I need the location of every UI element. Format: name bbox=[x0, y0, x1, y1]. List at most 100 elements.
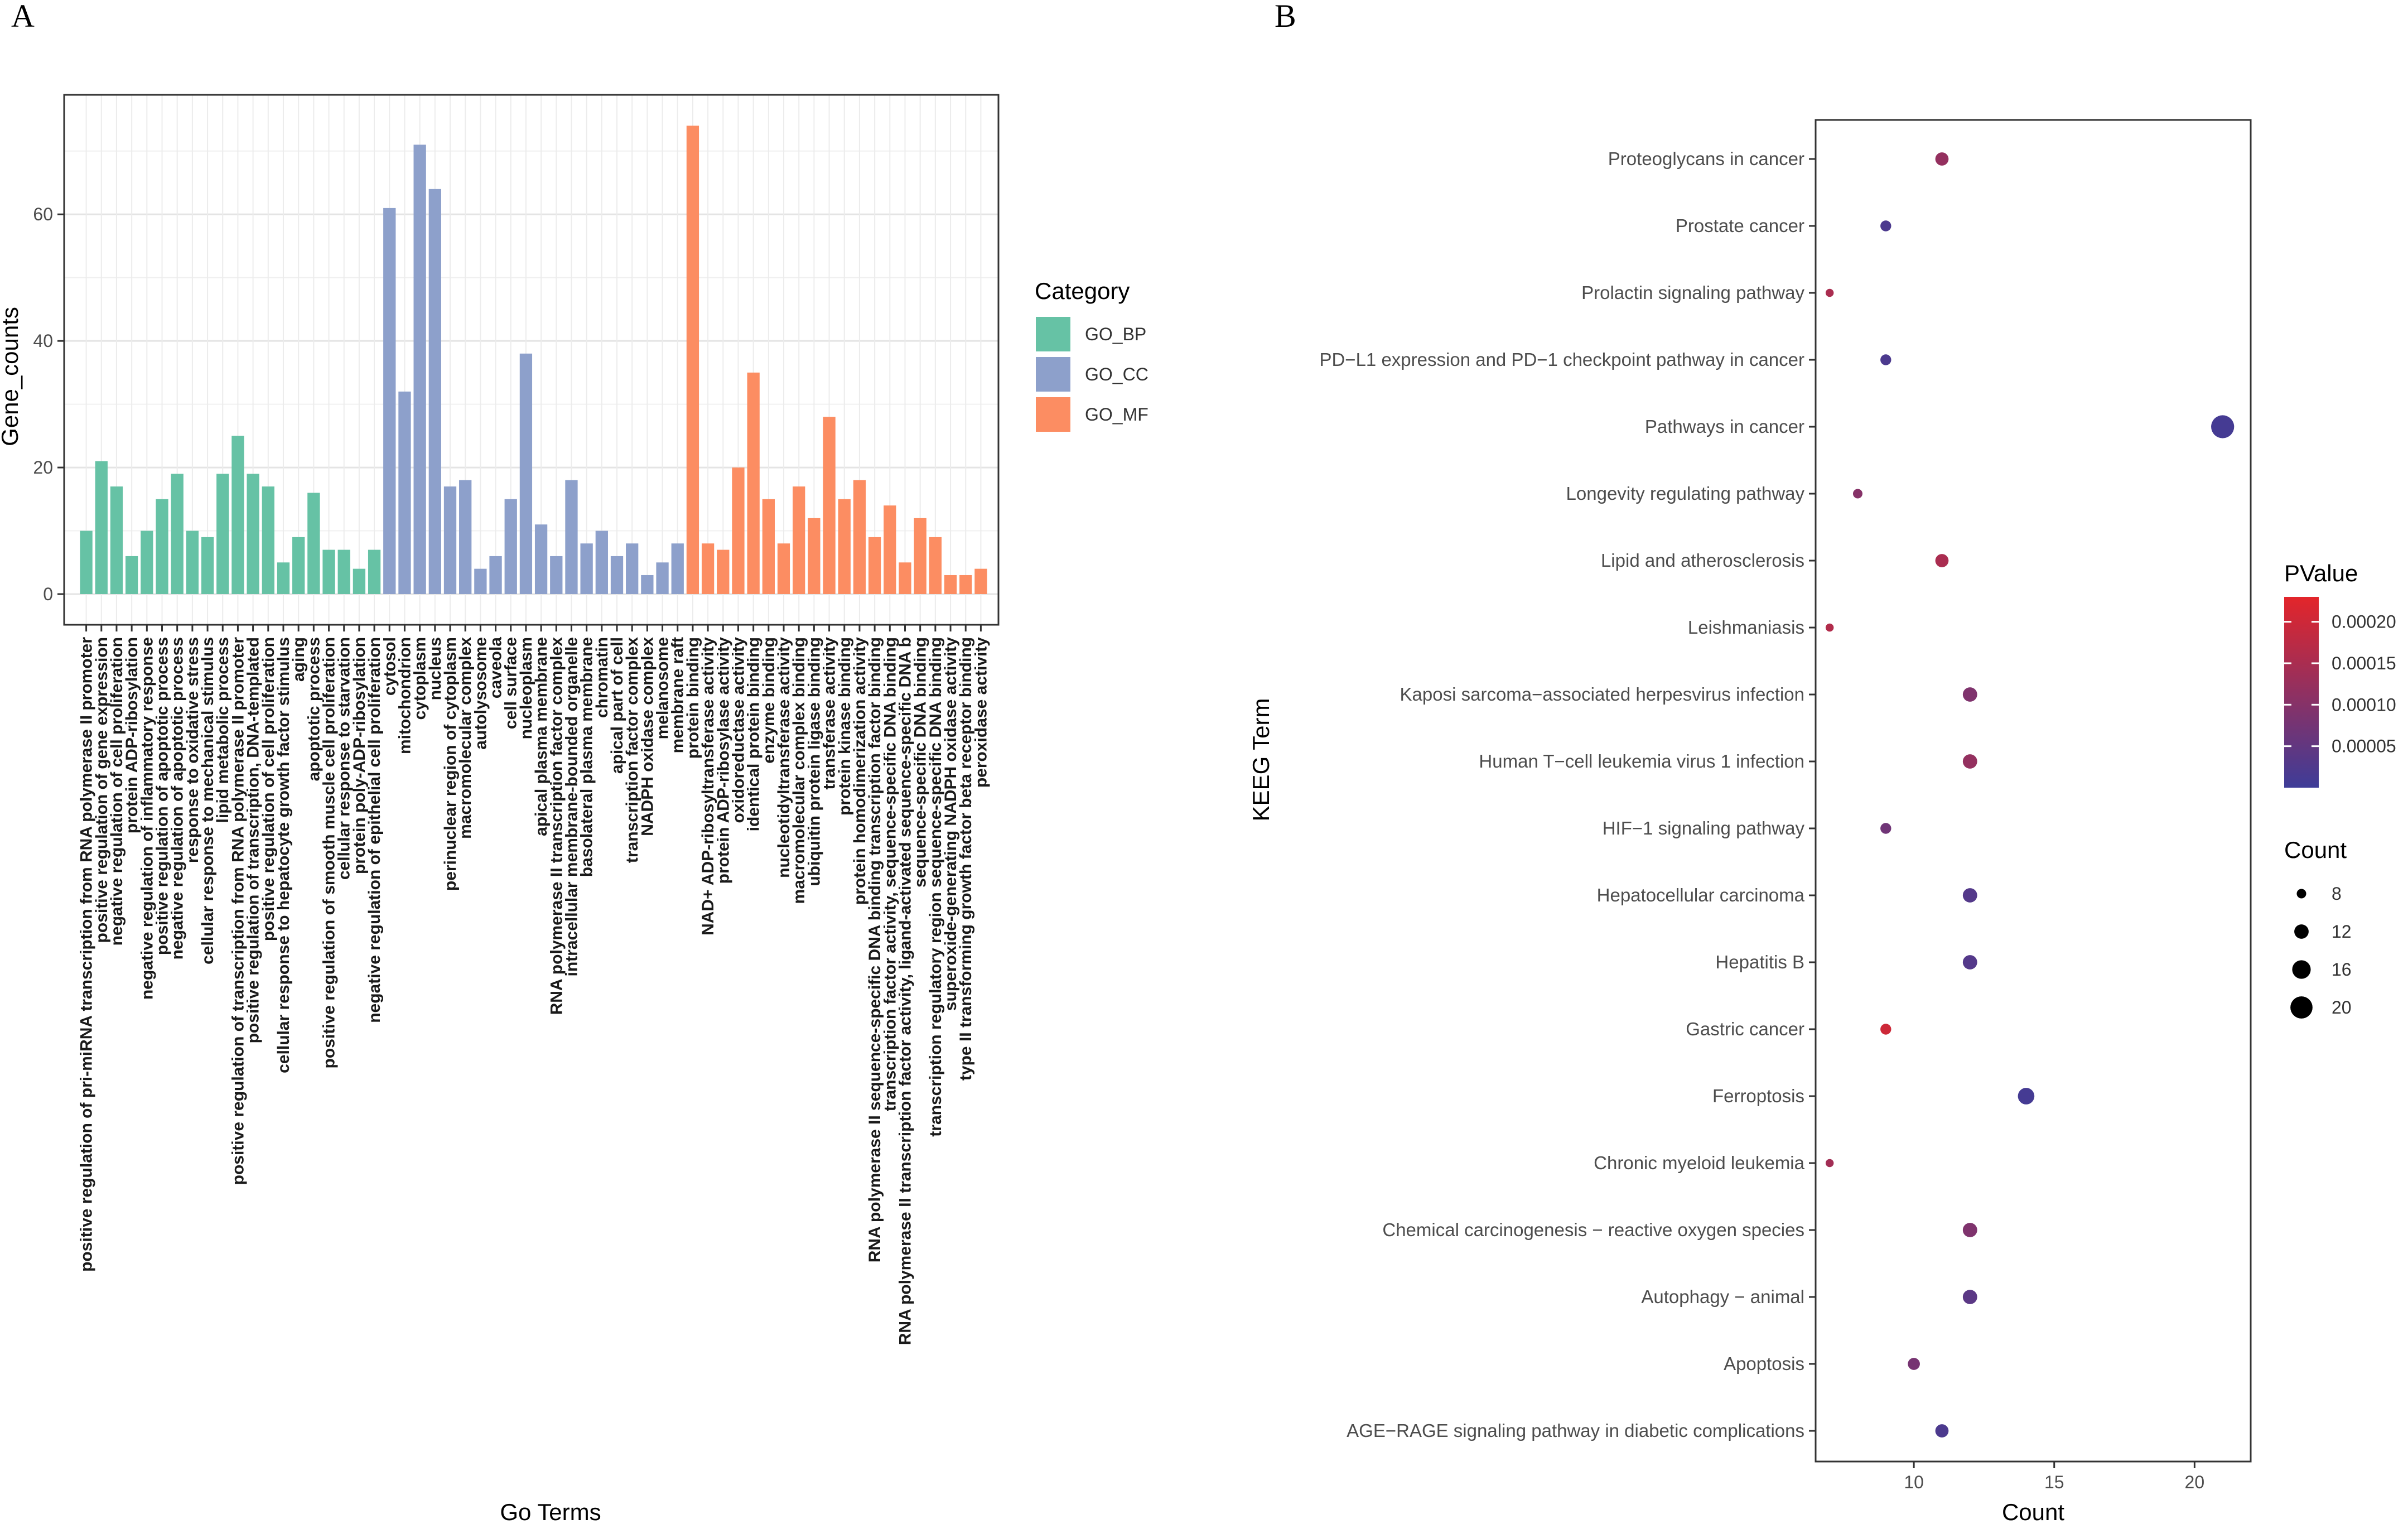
kegg-term-label: Human T−cell leukemia virus 1 infection bbox=[1479, 751, 1804, 771]
bar-go-bp bbox=[353, 568, 366, 594]
bar-go-bp bbox=[201, 537, 214, 594]
kegg-point bbox=[1825, 1159, 1834, 1168]
go-term-label: positive regulation of cell proliferatio… bbox=[259, 637, 278, 941]
bar-go-cc bbox=[641, 575, 654, 594]
go-term-label: mitochondrion bbox=[395, 637, 414, 754]
count-legend-dot bbox=[2294, 924, 2309, 939]
bar-go-mf bbox=[808, 518, 821, 594]
pvalue-legend-title: PValue bbox=[2284, 560, 2358, 586]
bar-y-tick-label: 40 bbox=[33, 331, 53, 351]
legend-swatch-go-mf bbox=[1036, 397, 1070, 432]
count-legend-label: 16 bbox=[2332, 959, 2352, 980]
go-term-label: sequence-specific DNA binding bbox=[911, 637, 930, 888]
go-term-label: chromatin bbox=[593, 637, 611, 718]
go-term-label: identical protein binding bbox=[745, 637, 763, 831]
bar-go-bp bbox=[231, 436, 244, 594]
go-term-label: nucleotidyltransferase activity bbox=[775, 637, 793, 878]
go-term-label: cytosol bbox=[380, 637, 399, 696]
kegg-point bbox=[1825, 623, 1834, 632]
legend-swatch-go-bp bbox=[1036, 317, 1070, 351]
go-term-label: cellular response to hepatocyte growth f… bbox=[274, 637, 293, 1073]
kegg-term-label: Apoptosis bbox=[1724, 1353, 1804, 1374]
go-term-label: oxidoreductase activity bbox=[729, 637, 747, 823]
kegg-term-label: Prostate cancer bbox=[1676, 215, 1804, 236]
kegg-point bbox=[1935, 1424, 1949, 1438]
panel-letter-a: A bbox=[11, 0, 35, 34]
bar-go-cc bbox=[534, 524, 548, 594]
bar-go-mf bbox=[929, 537, 942, 594]
go-term-label: protein ADP-ribosylation bbox=[123, 637, 141, 833]
count-legend: Count 8 12 16 20 bbox=[2284, 837, 2352, 1019]
go-term-label: negative regulation of inflammatory resp… bbox=[138, 637, 156, 1000]
bar-go-cc bbox=[565, 480, 578, 594]
go-term-label: RNA polymerase II sequence-specific DNA … bbox=[866, 637, 884, 1262]
pvalue-tick-label: 0.00015 bbox=[2332, 653, 2396, 673]
go-term-label: NAD+ ADP-ribosyltransferase activity bbox=[699, 637, 717, 935]
bar-y-axis: 0 20 40 60 bbox=[33, 204, 64, 604]
count-legend-label: 20 bbox=[2332, 997, 2352, 1017]
go-term-label: positive regulation of gene expression bbox=[93, 637, 111, 943]
kegg-term-label: HIF−1 signaling pathway bbox=[1603, 818, 1805, 838]
bar-go-cc bbox=[595, 530, 608, 594]
bar-go-cc bbox=[383, 208, 396, 594]
kegg-term-label: Hepatitis B bbox=[1715, 952, 1804, 972]
go-term-label: positive regulation of apoptotic process bbox=[153, 637, 172, 955]
bar-go-mf bbox=[747, 372, 760, 594]
kegg-point bbox=[1852, 489, 1862, 499]
kegg-term-label: Kaposi sarcoma−associated herpesvirus in… bbox=[1400, 684, 1804, 705]
bar-go-cc bbox=[580, 543, 593, 594]
legend-label-go-mf: GO_MF bbox=[1085, 404, 1148, 425]
bar-y-tick-label: 20 bbox=[33, 457, 53, 478]
count-legend-dot bbox=[2296, 889, 2306, 899]
kegg-point bbox=[1880, 1024, 1891, 1035]
dot-x-axis-title: Count bbox=[2002, 1499, 2064, 1524]
kegg-term-label: Proteoglycans in cancer bbox=[1608, 148, 1804, 169]
bar-x-axis-title: Go Terms bbox=[500, 1499, 601, 1524]
pvalue-tick-label: 0.00005 bbox=[2332, 736, 2396, 756]
kegg-dot-chart: Proteoglycans in cancer Prostate cancer Pr… bbox=[1248, 119, 2396, 1524]
bar-go-bp bbox=[156, 499, 168, 594]
go-term-label: type II transforming growth factor beta … bbox=[957, 637, 975, 1081]
go-term-label: NADPH oxidase complex bbox=[638, 637, 657, 836]
go-term-label: cellular response to starvation bbox=[335, 637, 354, 880]
kegg-point bbox=[1825, 288, 1834, 297]
kegg-term-label: Prolactin signaling pathway bbox=[1581, 282, 1804, 303]
kegg-term-label: Lipid and atherosclerosis bbox=[1601, 550, 1804, 571]
kegg-term-label: Pathways in cancer bbox=[1645, 416, 1804, 437]
bar-go-bp bbox=[95, 461, 108, 594]
bar-go-mf bbox=[914, 518, 926, 594]
go-term-label: ubiquitin protein ligase binding bbox=[805, 637, 823, 886]
bar-series bbox=[80, 126, 987, 594]
dot-x-axis: 10 15 20 bbox=[1904, 1462, 2204, 1492]
go-term-label: transcription factor activity, sequence-… bbox=[881, 637, 899, 1111]
bar-go-cc bbox=[671, 543, 684, 594]
go-term-label: aging bbox=[289, 637, 308, 682]
bar-go-bp bbox=[110, 486, 123, 594]
bar-go-mf bbox=[853, 480, 866, 594]
bar-go-mf bbox=[838, 499, 851, 594]
go-term-label: nucleus bbox=[426, 637, 445, 700]
bar-go-mf bbox=[974, 568, 987, 594]
bar-go-cc bbox=[550, 556, 563, 594]
bar-go-bp bbox=[141, 530, 153, 594]
go-term-label: macromolecular complex bbox=[456, 637, 475, 839]
count-legend-label: 8 bbox=[2332, 884, 2342, 904]
category-legend-title: Category bbox=[1035, 278, 1130, 304]
kegg-point bbox=[1880, 354, 1891, 365]
bar-go-bp bbox=[247, 474, 259, 594]
bar-go-cc bbox=[519, 353, 533, 594]
count-legend-title: Count bbox=[2284, 837, 2347, 863]
dot-y-axis: Proteoglycans in cancer Prostate cancer Pr… bbox=[1319, 148, 1816, 1441]
go-term-label: positive regulation of smooth muscle cel… bbox=[320, 637, 339, 1068]
panel-letter-b: B bbox=[1275, 0, 1296, 34]
go-term-label: protein poly-ADP-ribosylation bbox=[350, 637, 369, 874]
dot-x-tick-label: 20 bbox=[2185, 1472, 2205, 1492]
go-term-label: negative regulation of epithelial cell p… bbox=[365, 637, 384, 1023]
bar-go-bp bbox=[262, 486, 274, 594]
kegg-term-label: AGE−RAGE signaling pathway in diabetic c… bbox=[1347, 1420, 1804, 1441]
kegg-point bbox=[1908, 1358, 1920, 1370]
go-term-label: apical plasma membrane bbox=[532, 637, 551, 836]
kegg-point bbox=[2018, 1088, 2035, 1105]
bar-go-bp bbox=[322, 549, 335, 594]
